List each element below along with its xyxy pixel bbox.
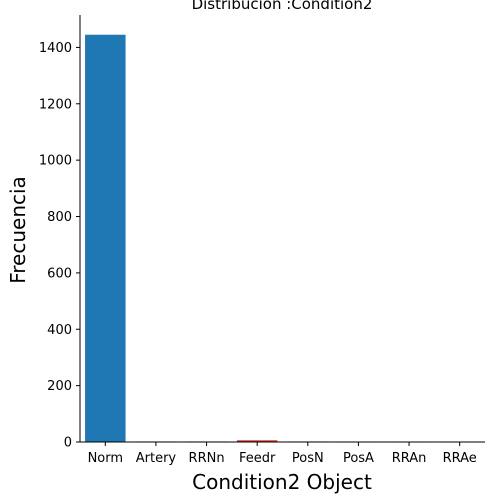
- chart-title: Distribución :Condition2: [192, 0, 373, 13]
- bars: [85, 34, 480, 443]
- x-tick-label-posn: PosN: [292, 451, 324, 466]
- y-tick-label: 200: [47, 379, 72, 394]
- x-tick-label-artery: Artery: [136, 451, 177, 466]
- y-tick-label: 0: [64, 436, 72, 451]
- y-axis-label: Frecuencia: [6, 176, 30, 284]
- y-tick-label: 1200: [39, 97, 72, 112]
- y-tick-label: 400: [47, 323, 72, 338]
- x-tick-label-rrnn: RRNn: [189, 451, 225, 466]
- bar-feedr: [236, 440, 278, 442]
- y-tick-label: 800: [47, 210, 72, 225]
- x-tick-label-rrae: RRAe: [443, 451, 477, 466]
- y-tick-label: 600: [47, 266, 72, 281]
- x-tick-label-norm: Norm: [88, 451, 123, 466]
- x-tick-label-feedr: Feedr: [239, 451, 276, 466]
- x-tick-label-posa: PosA: [343, 451, 374, 466]
- y-axis: 0 200 400 600 800 1000 1200 1400: [39, 15, 81, 451]
- bar-norm: [85, 34, 126, 442]
- x-axis-label: Condition2 Object: [192, 470, 372, 494]
- y-tick-label: 1000: [39, 154, 72, 169]
- y-tick-label: 1400: [39, 41, 72, 56]
- x-axis: Norm Artery RRNn Feedr PosN PosA RRAn RRAe: [80, 441, 485, 466]
- x-tick-label-rran: RRAn: [392, 451, 427, 466]
